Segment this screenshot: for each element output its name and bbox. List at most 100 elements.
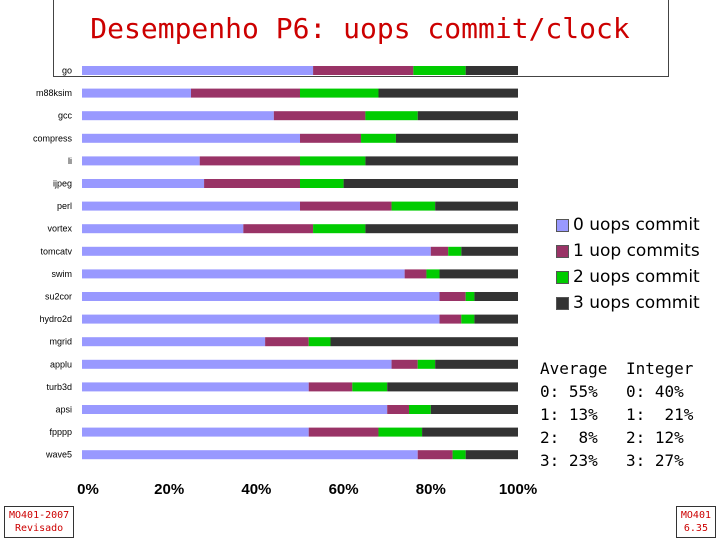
footer-course: MO401-2007 [9,510,70,521]
bar-segment-wave5-series-2 [452,450,466,460]
bar-segment-ijpeg-series-0 [82,179,205,188]
bar-segment-li-series-3 [365,156,518,166]
average-line-3: 3: 23% [540,451,598,470]
bar-segment-go-series-3 [465,66,518,75]
bar-segment-m88ksim-series-1 [191,88,300,98]
bar-segment-wave5-series-0 [82,450,418,460]
integer-line-2: 2: 12% [626,428,684,447]
bar-segment-perl-series-0 [82,201,300,211]
bar-segment-wave5-series-1 [417,450,453,460]
bar-segment-swim-series-0 [82,269,405,279]
bar-segment-wave5-series-3 [465,450,518,460]
bar-segment-swim-series-3 [439,269,518,279]
bar-segment-m88ksim-series-2 [300,88,379,98]
bar-segment-ijpeg-series-3 [343,179,518,188]
x-tick-label-5: 100% [499,481,537,498]
bar-segment-tomcatv-series-2 [448,246,462,256]
category-label-swim: swim [52,269,73,279]
bar-segment-swim-series-2 [426,269,440,279]
legend-item-0-uops: 0 uops commit [556,212,700,238]
bar-segment-mgrid-series-0 [82,337,266,347]
category-label-perl: perl [57,201,72,211]
bar-segment-go-series-2 [413,66,466,75]
bar-segment-ijpeg-series-2 [300,179,344,188]
average-line-0: 0: 55% [540,382,598,401]
legend-swatch-2-uops [556,270,569,284]
x-tick-label-1: 20% [154,481,184,498]
bar-segment-su2cor-series-0 [82,292,440,301]
bar-segment-vortex-series-0 [82,224,244,234]
category-label-li: li [68,156,72,166]
legend-label-0-uops: 0 uops commit [573,215,700,235]
bar-segment-compress-series-0 [82,133,300,143]
category-label-mgrid: mgrid [49,337,72,347]
category-label-go: go [62,66,72,76]
legend-item-2-uops: 2 uops commit [556,264,700,290]
bar-segment-applu-series-0 [82,359,392,369]
bar-segment-tomcatv-series-3 [461,246,518,256]
bar-segment-compress-series-2 [361,133,396,143]
bar-segment-vortex-series-1 [243,224,314,234]
bar-segment-gcc-series-3 [417,111,518,121]
title-frame [53,0,669,77]
bar-segment-perl-series-1 [300,201,392,211]
x-tick-label-3: 60% [329,481,359,498]
bar-segment-hydro2d-series-1 [439,314,462,324]
bar-segment-turb3d-series-2 [352,382,388,392]
bar-segment-li-series-0 [82,156,200,166]
bar-segment-mgrid-series-2 [308,337,331,347]
bar-segment-fpppp-series-3 [422,427,518,437]
category-label-fpppp: fpppp [49,427,72,437]
integer-header: Integer [626,359,694,378]
average-line-1: 1: 13% [540,405,598,424]
bar-segment-perl-series-3 [435,201,518,211]
integer-line-0: 0: 40% [626,382,684,401]
bar-segment-m88ksim-series-0 [82,88,191,98]
legend-item-3-uops: 3 uops commit [556,290,700,316]
average-floating-column: Average 0: 55% 1: 13% 2: 8% 3: 23% [540,357,626,472]
bar-segment-li-series-2 [300,156,366,166]
bar-segment-fpppp-series-2 [378,427,423,437]
bar-segment-go-series-0 [82,66,314,75]
averages-block: Average 0: 55% 1: 13% 2: 8% 3: 23% Integ… [540,357,712,472]
bar-segment-turb3d-series-1 [308,382,353,392]
bar-segment-apsi-series-2 [409,405,431,414]
legend-swatch-1-uop [556,244,569,258]
x-tick-label-4: 80% [416,481,446,498]
bar-segment-perl-series-2 [391,201,436,211]
legend-label-2-uops: 2 uops commit [573,267,700,287]
bar-segment-gcc-series-2 [365,111,418,121]
footer-course-box: MO401-2007 Revisado [4,506,75,538]
category-label-compress: compress [33,133,73,143]
bar-segment-gcc-series-0 [82,111,274,121]
bar-segment-turb3d-series-0 [82,382,309,392]
bar-segment-applu-series-1 [391,359,418,369]
category-label-wave5: wave5 [45,450,72,460]
bar-segment-vortex-series-2 [313,224,366,234]
legend-swatch-3-uops [556,296,569,310]
bar-segment-turb3d-series-3 [387,382,518,392]
bar-segment-gcc-series-1 [273,111,366,121]
bar-segment-tomcatv-series-0 [82,246,431,256]
page-title: Desempenho P6: uops commit/clock [90,12,630,45]
bar-segment-applu-series-2 [417,359,436,369]
bar-segment-compress-series-1 [300,133,362,143]
bar-segment-apsi-series-1 [387,405,409,414]
bar-segment-vortex-series-3 [365,224,518,234]
category-label-tomcatv: tomcatv [40,246,72,256]
bar-segment-hydro2d-series-0 [82,314,440,324]
category-label-turb3d: turb3d [46,382,72,392]
bar-segment-mgrid-series-3 [330,337,518,347]
category-label-hydro2d: hydro2d [39,314,72,324]
legend-swatch-0-uops [556,218,569,232]
integer-line-1: 1: 21% [626,405,694,424]
average-integer-column: Integer 0: 40% 1: 21% 2: 12% 3: 27% [626,357,712,472]
bar-segment-compress-series-3 [395,133,518,143]
average-header: Average [540,359,608,378]
bar-segment-fpppp-series-1 [308,427,379,437]
bar-segment-swim-series-1 [404,269,427,279]
bar-segment-applu-series-3 [435,359,518,369]
legend-item-1-uop: 1 uop commits [556,238,700,264]
legend-label-3-uops: 3 uops commit [573,293,700,313]
